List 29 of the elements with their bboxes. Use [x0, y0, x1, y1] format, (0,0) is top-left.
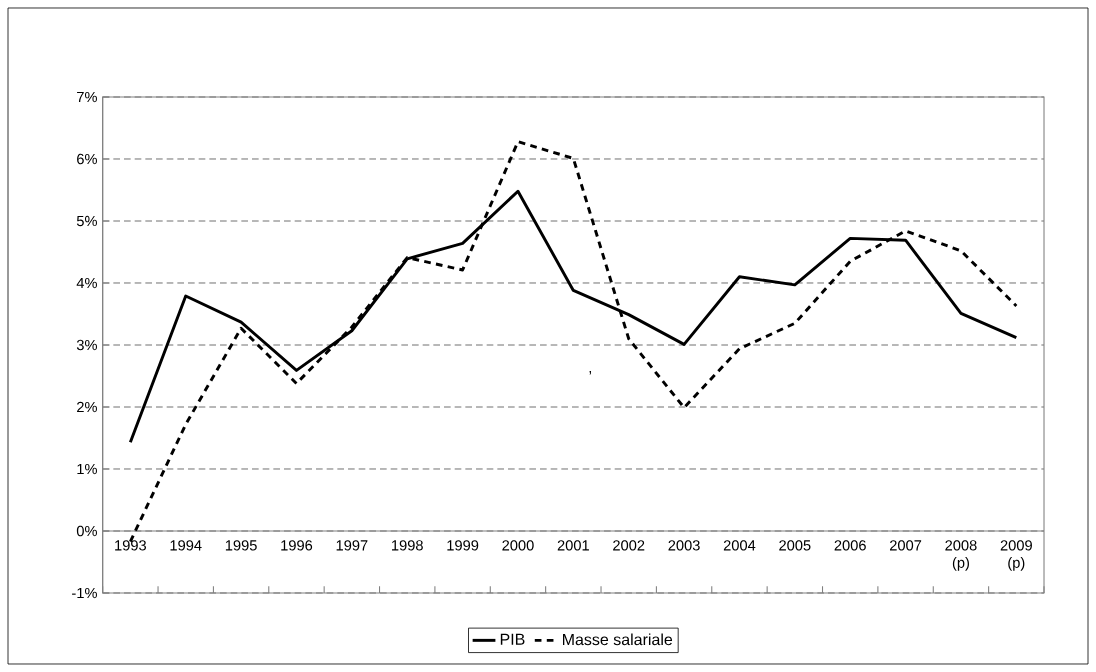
- x-tick-label: 2001: [557, 540, 589, 551]
- x-tick-label: 2000: [502, 540, 534, 551]
- x-tick-label: 1996: [281, 540, 313, 551]
- x-tick-label: 1993: [115, 540, 147, 551]
- x-tick-label: 1997: [336, 540, 368, 551]
- y-tick-label: 4%: [76, 277, 97, 289]
- x-tick-label: 2002: [613, 540, 645, 551]
- x-tick-label: 1999: [447, 540, 479, 551]
- y-tick-label: 5%: [76, 215, 97, 227]
- y-tick-label: 6%: [77, 153, 97, 165]
- y-tick-label: 7%: [77, 91, 97, 103]
- y-tick-label: 0%: [76, 525, 97, 537]
- x-tick-label: 2008 (p): [945, 540, 977, 571]
- y-tick-label: 3%: [76, 339, 97, 351]
- y-tick-label: 2%: [77, 401, 97, 413]
- x-tick-label: 2004: [723, 540, 756, 551]
- legend-label: PIB: [500, 633, 525, 645]
- x-tick-label: 2006: [834, 540, 866, 551]
- y-tick-label: 1%: [77, 463, 97, 475]
- x-tick-label: 2007: [889, 540, 922, 551]
- y-tick-label: -1%: [72, 587, 97, 599]
- x-tick-label: 1998: [392, 540, 423, 551]
- annotation: ,: [589, 371, 592, 375]
- x-tick-label: 1994: [170, 540, 202, 551]
- x-tick-label: 2005: [779, 540, 811, 551]
- x-tick-label: 1995: [225, 540, 257, 551]
- x-tick-label: 2009 (p): [1000, 540, 1032, 571]
- x-tick-label: 2003: [668, 540, 700, 551]
- legend-label: Masse salariale: [563, 633, 673, 646]
